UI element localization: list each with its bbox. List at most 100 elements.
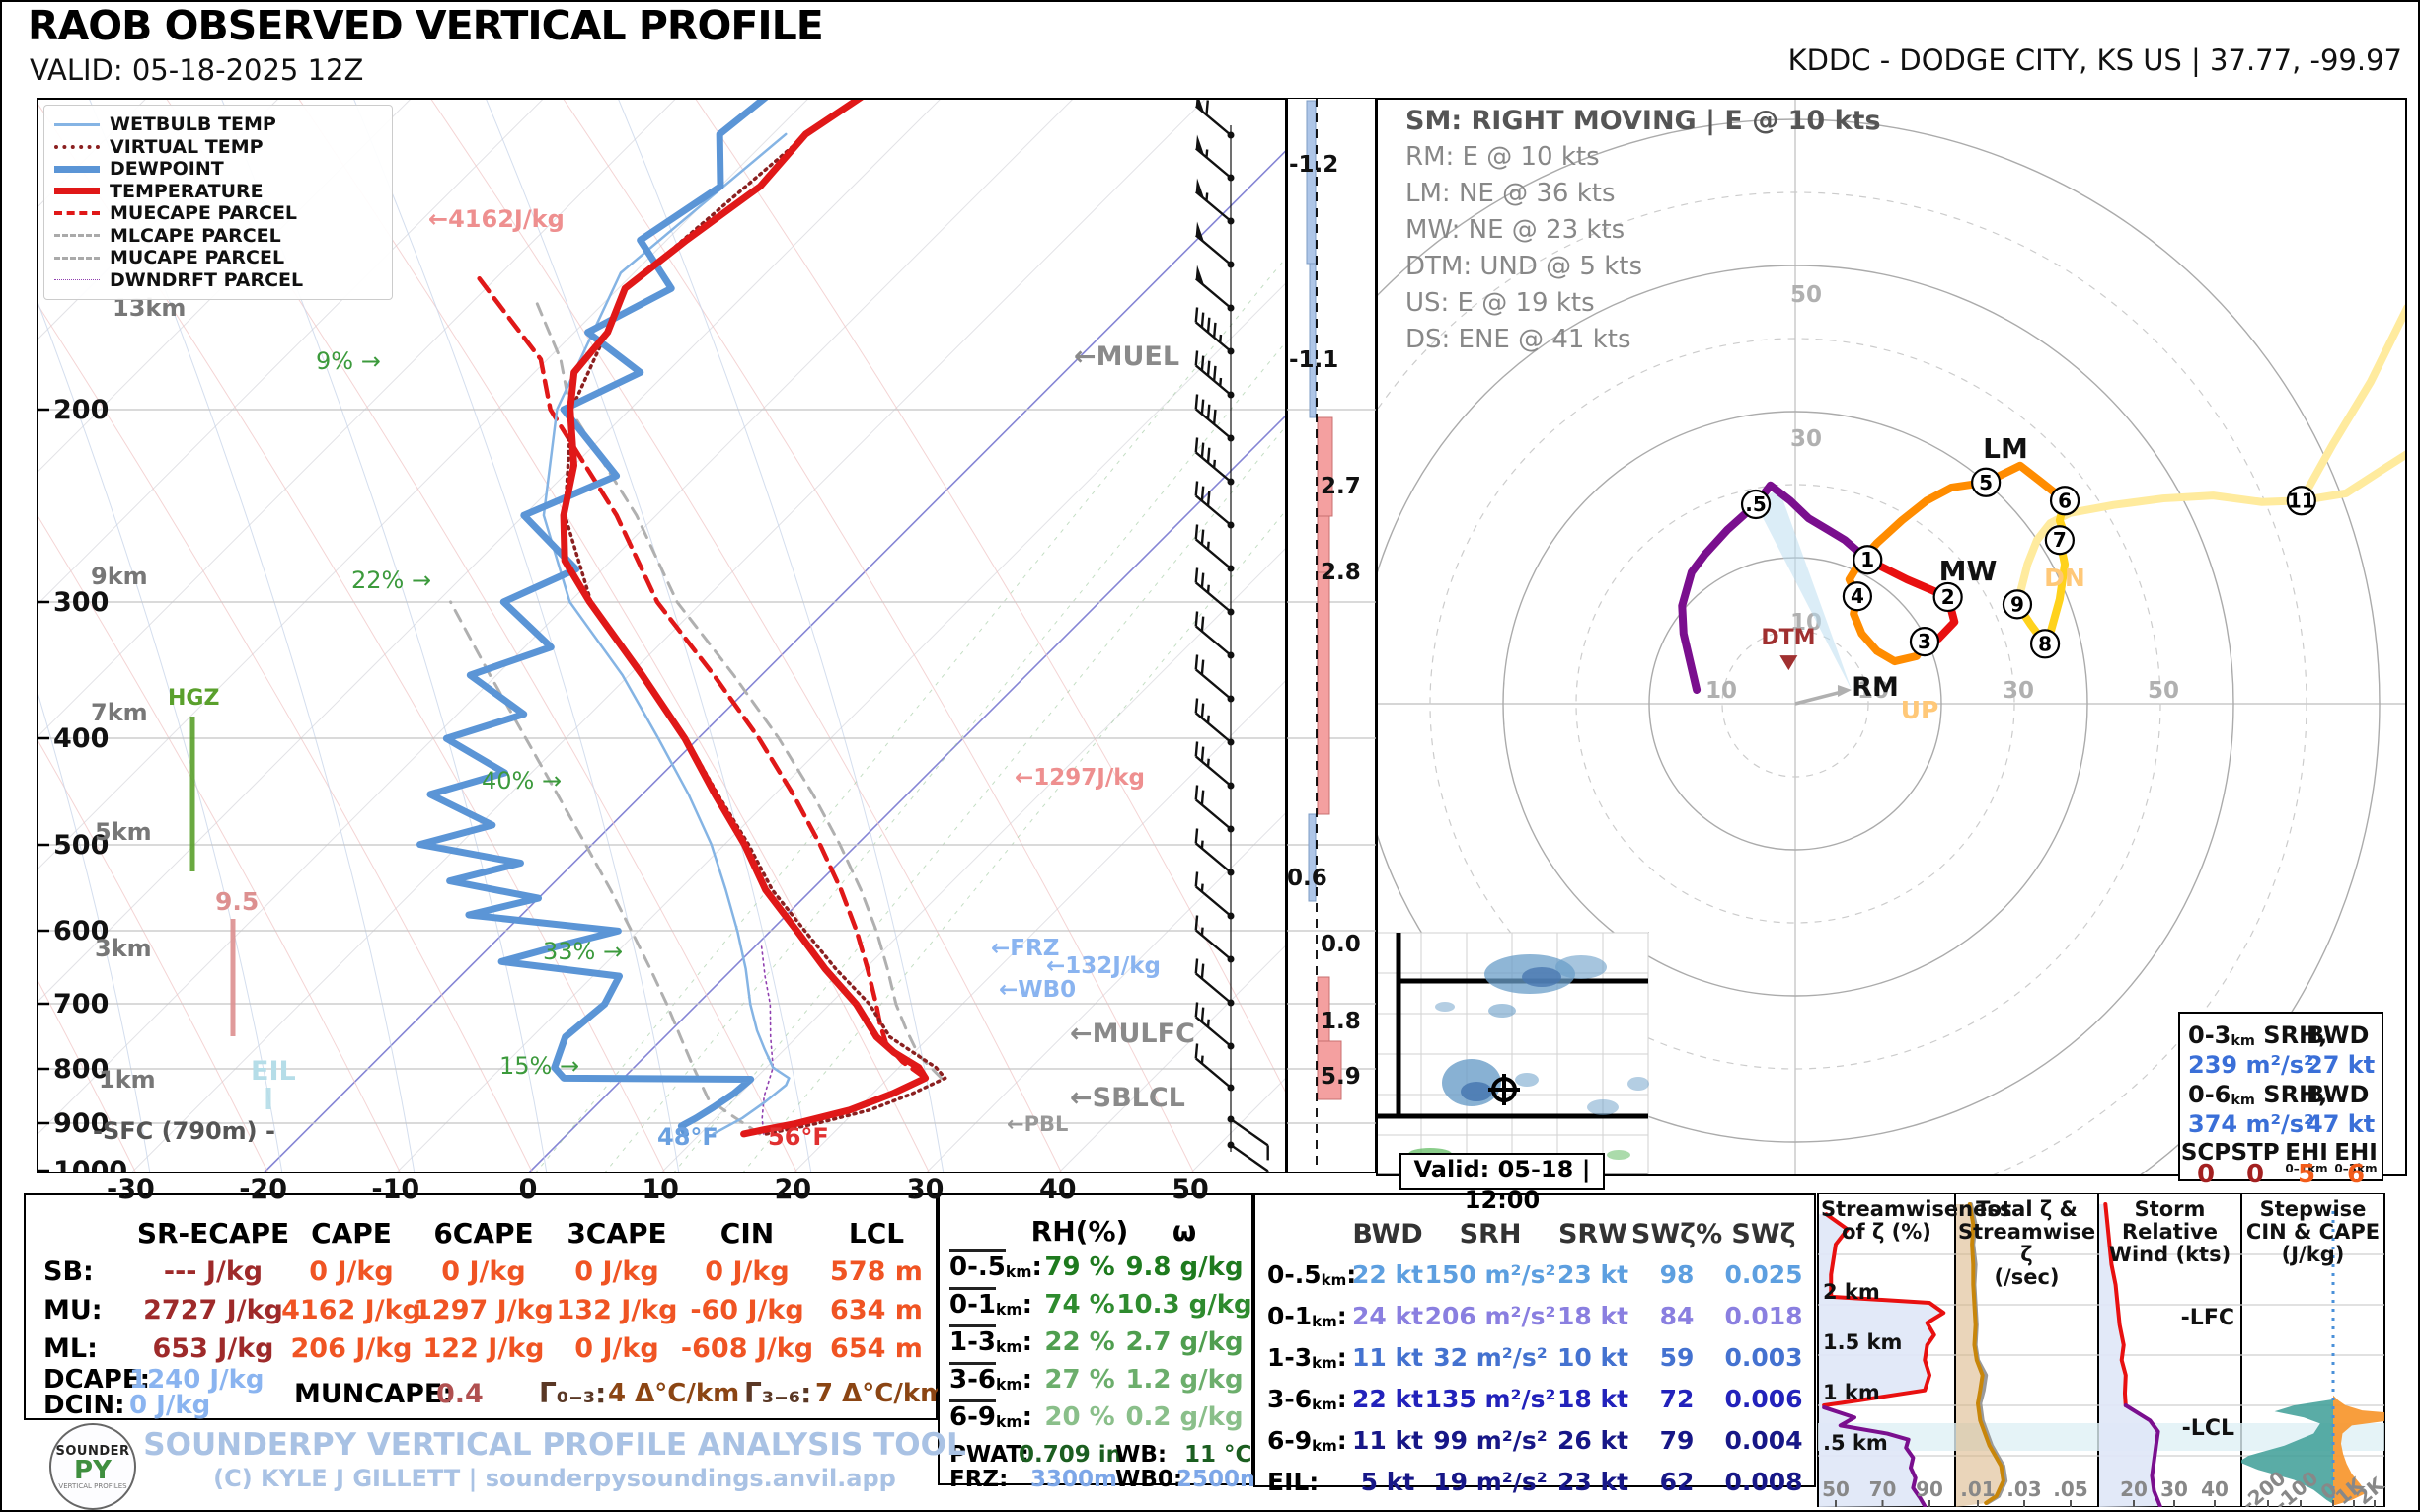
legend-item: WETBULB TEMP	[54, 113, 382, 136]
table-cell: 10.3 g/kg	[1116, 1290, 1252, 1320]
table-cell: RH(%)	[1030, 1215, 1129, 1247]
skewt-annotation: 48°F	[657, 1123, 718, 1151]
height-label: 7km	[91, 699, 148, 726]
hodo-border	[1376, 98, 2407, 1176]
mini-tick-label: 20	[2120, 1477, 2148, 1501]
pressure-tick-label: 700	[53, 989, 109, 1020]
table-cell: 72	[1659, 1385, 1695, 1413]
wind-barb	[1194, 915, 1235, 963]
streamwiseness-fill	[1819, 1214, 1944, 1507]
logo-text-top: SOUNDER	[55, 1443, 130, 1459]
hodo-height-marker	[2286, 486, 2316, 516]
skewt-annotation: ←WB0	[999, 977, 1076, 1003]
advection-value: 5.9	[1321, 1064, 1361, 1090]
legend-item: TEMPERATURE	[54, 181, 382, 203]
table-cell: ML:	[43, 1333, 98, 1364]
dry-adiabat-line	[37, 736, 269, 1173]
warm-advection-bar	[1317, 571, 1330, 815]
temperature-trace	[560, 98, 930, 1138]
legend-item: DEWPOINT	[54, 158, 382, 181]
wind-barb	[1227, 1115, 1269, 1161]
legend-line-sample	[54, 279, 100, 281]
table-cell: 18 kt	[1556, 1302, 1629, 1330]
table-cell: 578 m	[830, 1256, 923, 1287]
table-cell: 122 J/kg	[422, 1333, 545, 1364]
table-cell: 0.018	[1724, 1302, 1803, 1330]
hodo-ring	[1376, 118, 2381, 1176]
table-cell: 20 %	[1044, 1402, 1115, 1432]
station-crosshair-icon	[1488, 1074, 1520, 1105]
hodo-height-marker	[1853, 545, 1883, 575]
stepwise-cape-plot	[2241, 1211, 2384, 1505]
hodo-label-LM: LM	[1983, 432, 2028, 465]
temp-tick-label: -10	[371, 1174, 420, 1205]
pressure-tick-label: 200	[53, 395, 109, 425]
table-cell: -60 J/kg	[690, 1295, 804, 1325]
legend-line-sample	[54, 165, 100, 173]
cape-fill	[2333, 1395, 2384, 1505]
wind-barb	[1194, 307, 1235, 355]
table-cell: 11 °C	[1184, 1442, 1252, 1468]
storm-motion-block: SM: RIGHT MOVING | E @ 10 kts RM: E @ 10 …	[1405, 103, 1881, 358]
hodo-label-RM: RM	[1852, 672, 1899, 703]
hodo-label-DN: DN	[2044, 564, 2085, 592]
srh-box-cell: SCP	[2180, 1140, 2231, 1166]
table-cell: 18 kt	[1556, 1385, 1629, 1413]
temp-axis-labels: -30 -20 -10 0 10 20 30 40 50	[2, 1174, 2418, 1208]
skewt-annotation: 9.5	[215, 887, 259, 916]
ring-label: 30	[1790, 426, 1822, 452]
wind-barb	[1194, 481, 1235, 529]
table-cell: 11 kt	[1351, 1343, 1424, 1372]
legend-item-label: WETBULB TEMP	[110, 113, 276, 136]
table-cell: 0-.5km:	[949, 1249, 1042, 1282]
isotherm-line	[925, 810, 1287, 1173]
hodo-height-marker-label: 5	[1979, 471, 1993, 494]
table-cell: 19 m²/s²	[1433, 1468, 1548, 1496]
table-cell: 5 kt	[1360, 1468, 1415, 1496]
srh-box-cell: 0–3km	[2334, 1162, 2378, 1175]
mini-tick-label: 30	[2160, 1477, 2188, 1501]
hodo-ring	[1721, 630, 1869, 778]
hodo-height-marker-label: 4	[1851, 584, 1864, 608]
warm-advection-bar	[1317, 1040, 1342, 1100]
srh-box-cell: 0–1km	[2285, 1162, 2328, 1175]
height-label: 9km	[91, 563, 148, 590]
isotherm-line	[395, 281, 1287, 1173]
table-cell: 9.8 g/kg	[1125, 1252, 1244, 1282]
table-cell: 1297 J/kg	[414, 1295, 554, 1325]
skewt-annotation: ←132J/kg	[1046, 953, 1161, 979]
dry-adiabat-line	[562, 98, 1195, 1173]
moist-adiabat-line	[37, 687, 151, 1173]
advection-value: -1.2	[1289, 152, 1338, 178]
srh-box-cell: 0	[2196, 1160, 2216, 1189]
cold-advection-bar	[1308, 813, 1317, 902]
srw-upper-line	[2103, 1202, 2128, 1407]
isotherm-line	[527, 413, 1287, 1173]
wind-barb	[1194, 437, 1235, 486]
storm-motion-line: US: E @ 19 kts	[1405, 288, 1595, 318]
table-cell: FRZ:	[949, 1467, 1009, 1492]
radar-echo	[1515, 1073, 1539, 1087]
srh-box-cell: 374 m²/s²	[2188, 1110, 2314, 1138]
mini-height-label: 2 km	[1823, 1280, 1880, 1304]
table-cell: SRW	[1557, 1219, 1628, 1249]
streamwiseness-upper-line	[1822, 1212, 1946, 1407]
skewt-annotation: -SFC (790m) -	[93, 1117, 275, 1145]
lcl-label: -LCL	[2182, 1416, 2234, 1441]
srw-plot	[2099, 1202, 2162, 1507]
cold-advection-bar	[1309, 263, 1317, 418]
hodo-height-marker	[1740, 489, 1772, 520]
wind-barb	[1194, 524, 1235, 572]
rm-arrowhead	[1837, 684, 1852, 697]
pressure-tick-label: 800	[53, 1054, 109, 1085]
skewt-annotation: 40% →	[482, 767, 562, 794]
pressure-tick-label: 500	[53, 830, 109, 861]
hodo-height-marker-label: 6	[2058, 489, 2072, 512]
table-cell: 84	[1659, 1302, 1695, 1330]
radar-echo	[1607, 1150, 1630, 1160]
ring-label: 50	[2148, 678, 2179, 704]
table-cell: 206 m²/s²	[1424, 1302, 1556, 1330]
